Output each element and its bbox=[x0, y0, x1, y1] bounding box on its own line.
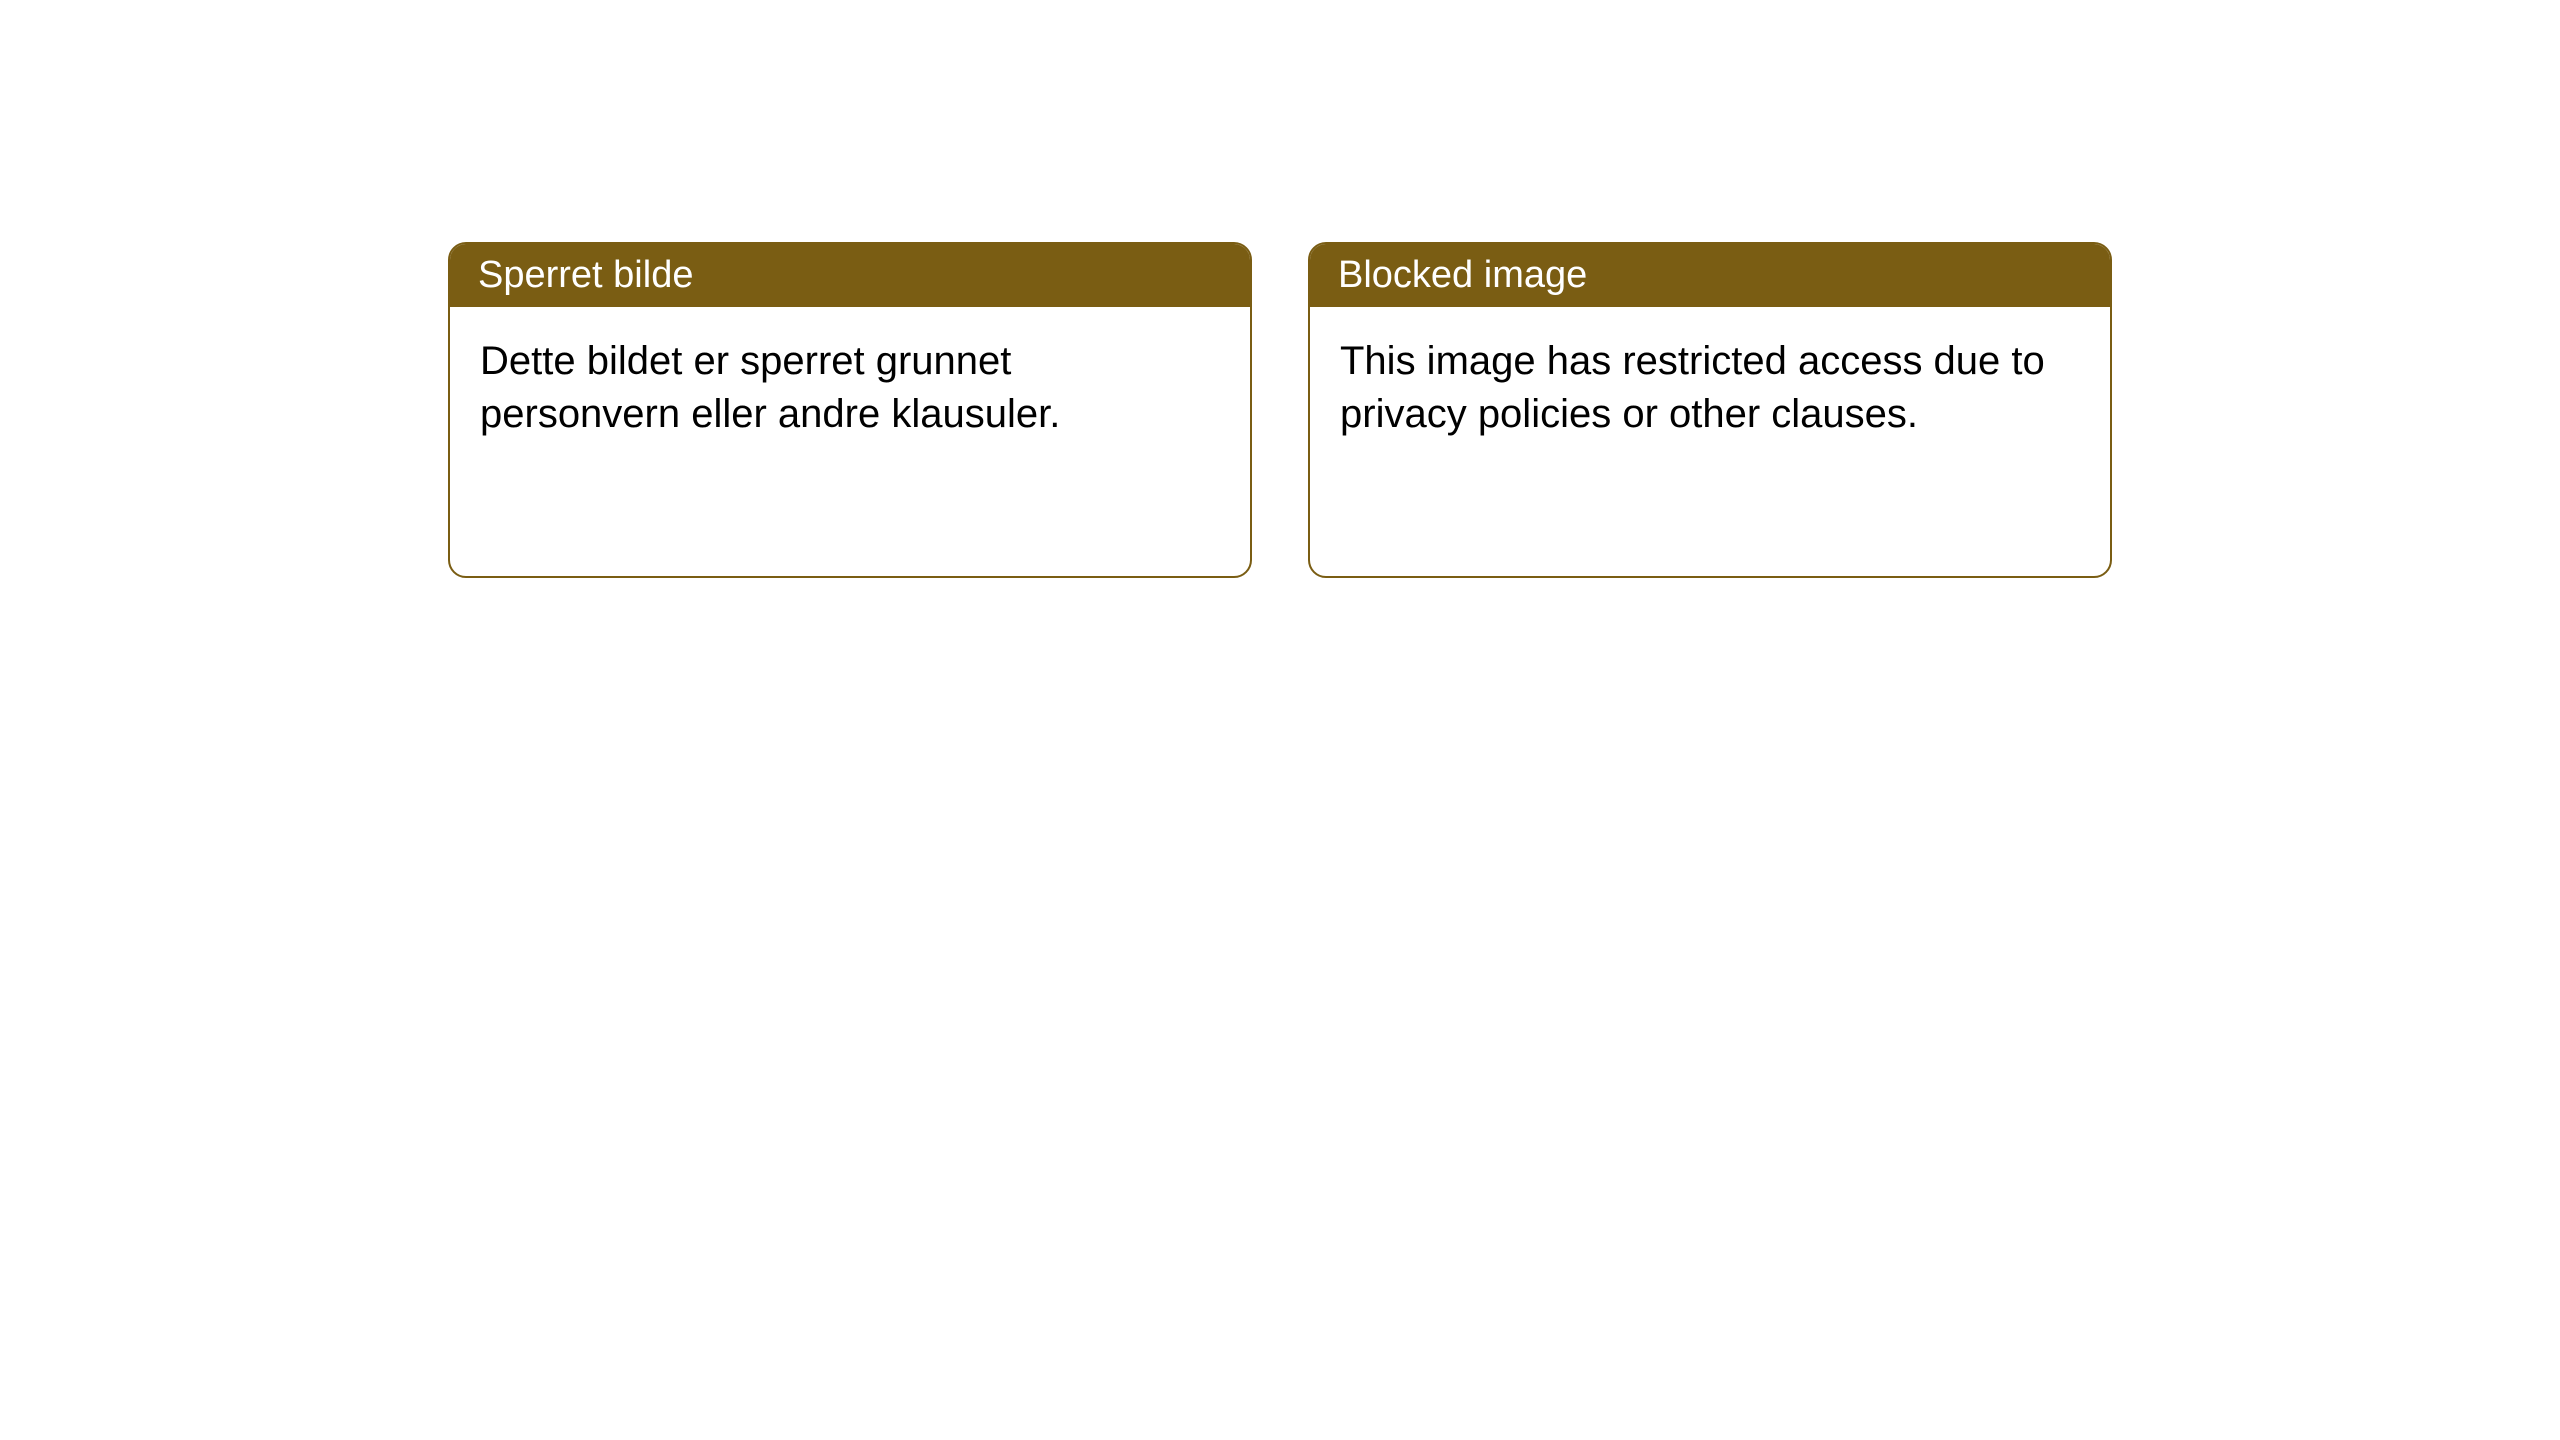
notice-header: Blocked image bbox=[1310, 244, 2110, 307]
notice-text: This image has restricted access due to … bbox=[1340, 339, 2045, 436]
notice-title: Sperret bilde bbox=[478, 254, 693, 296]
notice-box-english: Blocked image This image has restricted … bbox=[1308, 242, 2112, 578]
notice-header: Sperret bilde bbox=[450, 244, 1250, 307]
notice-body: This image has restricted access due to … bbox=[1310, 307, 2110, 469]
notice-title: Blocked image bbox=[1338, 254, 1587, 296]
notice-body: Dette bildet er sperret grunnet personve… bbox=[450, 307, 1250, 469]
notice-container: Sperret bilde Dette bildet er sperret gr… bbox=[448, 242, 2112, 578]
notice-box-norwegian: Sperret bilde Dette bildet er sperret gr… bbox=[448, 242, 1252, 578]
notice-text: Dette bildet er sperret grunnet personve… bbox=[480, 339, 1060, 436]
